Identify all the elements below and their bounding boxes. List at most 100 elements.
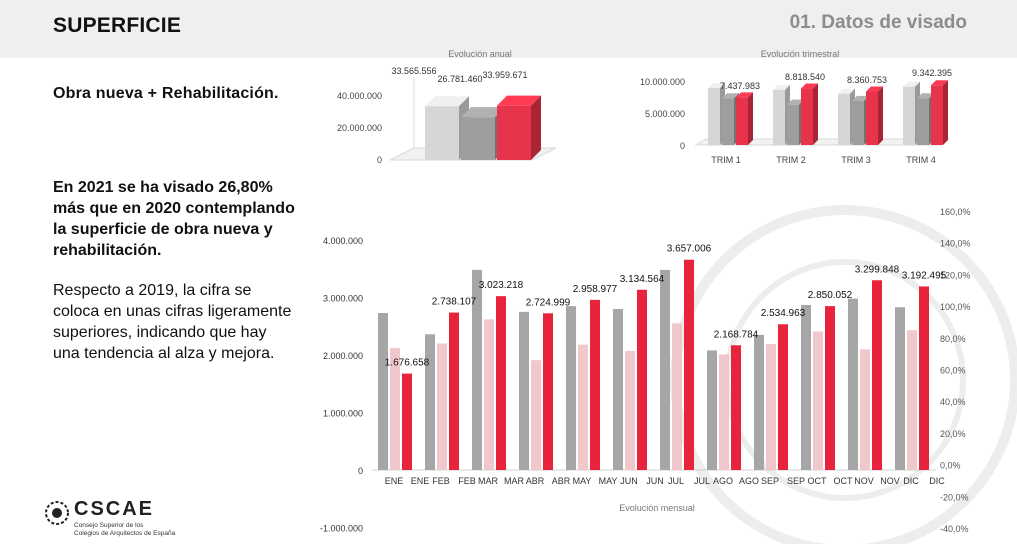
monthly-ytick: -1.000.000: [320, 524, 363, 534]
monthly-bar: [449, 312, 459, 470]
quarterly-bar: [931, 80, 948, 145]
annual-data-label: 33.959.671: [482, 70, 527, 80]
monthly-y2tick: 140,0%: [940, 239, 971, 249]
monthly-bar: [378, 313, 388, 470]
monthly-xtick: MAY: [573, 476, 592, 486]
annual-data-label: 26.781.460: [437, 74, 482, 84]
quarterly-xtick: TRIM 3: [841, 155, 871, 165]
monthly-bar: [813, 331, 823, 470]
monthly-xtick: DIC: [903, 476, 919, 486]
monthly-xtick-secondary: ENE: [411, 476, 430, 486]
monthly-xtick-secondary: SEP: [787, 476, 805, 486]
monthly-bar: [907, 330, 917, 470]
monthly-data-label: 2.850.052: [808, 290, 853, 301]
monthly-y2tick: 40,0%: [940, 397, 966, 407]
monthly-data-label: 3.657.006: [667, 244, 712, 255]
page-title: SUPERFICIE: [53, 14, 182, 37]
quarterly-chart: Evolución trimestral 10.000.000 5.000.00…: [640, 49, 952, 165]
monthly-xtick: ABR: [526, 476, 545, 486]
monthly-bar: [919, 286, 929, 470]
logo-subtitle: Consejo Superior de los Colegios de Arqu…: [74, 522, 175, 538]
monthly-bar: [707, 350, 717, 470]
monthly-xtick-secondary: JUL: [694, 476, 710, 486]
quarterly-data-label: 7.437.983: [720, 81, 760, 91]
monthly-data-label: 2.724.999: [526, 297, 571, 308]
quarterly-xtick: TRIM 4: [906, 155, 936, 165]
monthly-bar: [754, 334, 764, 470]
monthly-y2tick: 60,0%: [940, 366, 966, 376]
monthly-xtick-secondary: MAR: [504, 476, 525, 486]
monthly-xtick-secondary: AGO: [739, 476, 759, 486]
monthly-xtick-secondary: JUN: [646, 476, 664, 486]
annual-ytick: 40.000.000: [337, 91, 382, 101]
monthly-ytick: 2.000.000: [323, 351, 363, 361]
annual-ytick: 0: [377, 155, 382, 165]
monthly-xtick: OCT: [808, 476, 828, 486]
header-bar: SUPERFICIE 01. Datos de visado: [0, 0, 1017, 58]
quarterly-xtick: TRIM 1: [711, 155, 741, 165]
monthly-data-label: 2.168.784: [714, 329, 759, 340]
monthly-y2tick: -40,0%: [940, 524, 969, 534]
monthly-data-label: 3.299.848: [855, 264, 900, 275]
monthly-bar: [519, 311, 529, 470]
monthly-data-label: 3.192.495: [902, 270, 947, 281]
logo-subtitle-line1: Consejo Superior de los: [74, 522, 144, 529]
monthly-xtick-secondary: NOV: [880, 476, 900, 486]
quarterly-chart-title: Evolución trimestral: [761, 49, 840, 59]
monthly-xtick: FEB: [432, 476, 450, 486]
monthly-bar: [390, 348, 400, 470]
monthly-bar: [778, 324, 788, 470]
annual-chart: Evolución anual 40.000.000 20.000.000 0 …: [337, 49, 557, 165]
annual-chart-title: Evolución anual: [448, 49, 512, 59]
monthly-bar: [766, 344, 776, 470]
monthly-bar: [496, 296, 506, 470]
monthly-xtick: NOV: [854, 476, 874, 486]
annual-ytick: 20.000.000: [337, 123, 382, 133]
monthly-xtick: ENE: [385, 476, 404, 486]
monthly-xtick-secondary: DIC: [929, 476, 945, 486]
monthly-y2tick: 120,0%: [940, 270, 971, 280]
monthly-y2tick: 160,0%: [940, 207, 971, 217]
monthly-bar: [625, 350, 635, 470]
monthly-bar: [402, 373, 412, 470]
quarterly-data-label: 8.360.753: [847, 75, 887, 85]
monthly-xtick-secondary: FEB: [458, 476, 476, 486]
annual-data-label: 33.565.556: [391, 66, 436, 76]
monthly-bar: [872, 280, 882, 470]
logo-emblem-icon: [45, 501, 69, 525]
monthly-y2tick: 80,0%: [940, 334, 966, 344]
monthly-ytick: 3.000.000: [323, 294, 363, 304]
quarterly-ytick: 0: [680, 141, 685, 151]
monthly-bar: [531, 360, 541, 470]
monthly-bar: [660, 269, 670, 470]
monthly-bar: [613, 309, 623, 470]
monthly-bar: [566, 306, 576, 470]
monthly-ytick: 1.000.000: [323, 409, 363, 419]
monthly-y2tick: 20,0%: [940, 429, 966, 439]
monthly-bar: [719, 354, 729, 470]
monthly-bar: [543, 313, 553, 470]
monthly-bar: [860, 349, 870, 470]
monthly-bar: [895, 307, 905, 470]
monthly-y2tick: 0,0%: [940, 461, 961, 471]
monthly-bar: [684, 259, 694, 470]
monthly-xtick-secondary: MAY: [599, 476, 618, 486]
monthly-bar: [578, 344, 588, 470]
monthly-chart-title: Evolución mensual: [619, 503, 695, 513]
monthly-data-label: 2.958.977: [573, 284, 618, 295]
quarterly-data-label: 8.818.540: [785, 72, 825, 82]
monthly-y2tick: -20,0%: [940, 492, 969, 502]
section-title: 01. Datos de visado: [789, 12, 967, 33]
monthly-xtick: JUN: [620, 476, 638, 486]
quarterly-ytick: 5.000.000: [645, 109, 685, 119]
quarterly-bar: [736, 92, 753, 145]
monthly-data-label: 2.738.107: [432, 297, 477, 308]
monthly-ytick: 0: [358, 466, 363, 476]
monthly-bar: [472, 269, 482, 470]
monthly-bar: [672, 323, 682, 470]
quarterly-bar: [866, 86, 883, 145]
quarterly-xtick: TRIM 2: [776, 155, 806, 165]
monthly-bar: [425, 334, 435, 470]
cscae-logo: CSCAE Consejo Superior de los Colegios d…: [44, 498, 244, 544]
monthly-chart: Evolución mensual 4.000.000 3.000.000 2.00…: [320, 207, 971, 534]
